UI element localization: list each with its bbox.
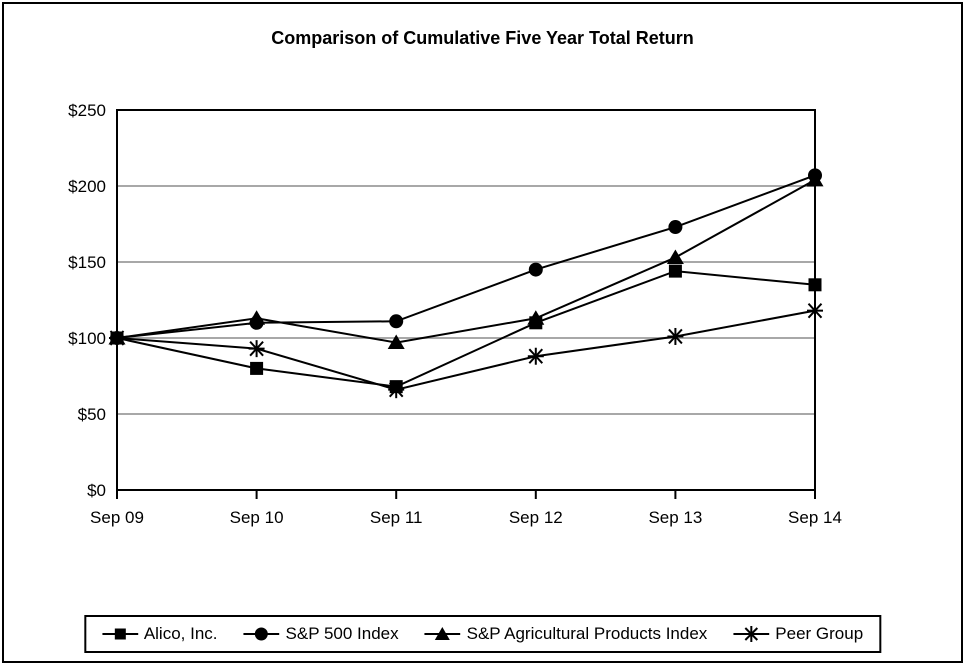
triangle-marker-shape — [248, 310, 266, 325]
y-axis-label: $100 — [68, 329, 106, 348]
x-axis-label: Sep 10 — [230, 508, 284, 527]
square-marker-alico-inc — [668, 264, 682, 278]
y-axis-label: $200 — [68, 177, 106, 196]
legend-label: S&P 500 Index — [285, 624, 399, 643]
circle-marker-s-p-500-index — [528, 262, 543, 277]
legend-item-alico: Alico, Inc. — [101, 624, 218, 644]
square-marker-shape — [529, 316, 543, 330]
star-marker-icon — [733, 626, 770, 642]
gridlines — [117, 185, 815, 415]
triangle-marker-s-p-agricultural-products-index — [248, 310, 266, 325]
circle-marker-shape — [668, 220, 683, 235]
square-marker-shape — [250, 361, 264, 375]
legend-label: Alico, Inc. — [143, 624, 218, 643]
x-axis-label: Sep 14 — [788, 508, 842, 527]
square-marker-alico-inc — [808, 278, 822, 292]
triangle-marker-s-p-agricultural-products-index — [666, 249, 684, 264]
triangle-marker-s-p-agricultural-products-index — [387, 334, 405, 350]
star-marker-peer-group — [248, 340, 265, 358]
series-line-s-p-500-index — [116, 174, 816, 339]
circle-marker-icon — [243, 627, 280, 641]
square-marker-shape — [668, 264, 682, 278]
x-axis-label: Sep 09 — [90, 508, 144, 527]
triangle-marker-icon — [424, 627, 461, 640]
legend-item-sp-agricultural: S&P Agricultural Products Index — [424, 624, 708, 644]
y-axis-label: $50 — [78, 405, 106, 424]
x-axis-labels: Sep 09 Sep 10 Sep 11 Sep 12 Sep 13 Sep 1… — [90, 508, 842, 527]
chart-title: Comparison of Cumulative Five Year Total… — [271, 28, 694, 48]
x-axis-label: Sep 11 — [370, 508, 423, 527]
triangle-marker-s-p-agricultural-products-index — [806, 171, 824, 187]
series-line-s-p-agricultural-products-index — [116, 179, 816, 344]
circle-marker-s-p-500-index — [668, 220, 683, 235]
star-marker-peer-group — [667, 327, 684, 345]
star-marker-peer-group — [807, 302, 823, 320]
circle-marker-s-p-500-index — [389, 314, 404, 329]
y-axis-label: $250 — [68, 101, 106, 120]
square-marker-shape — [389, 380, 403, 394]
circle-marker-shape — [389, 314, 404, 329]
legend-item-peer-group: Peer Group — [733, 624, 863, 644]
legend-label: S&P Agricultural Products Index — [466, 624, 708, 643]
square-marker-shape — [808, 278, 822, 292]
square-marker-shape — [110, 331, 124, 345]
y-axis-label: $150 — [68, 253, 106, 272]
plot-area-frame — [116, 109, 816, 491]
x-axis-label: Sep 13 — [648, 508, 702, 527]
legend-label: Peer Group — [775, 624, 864, 643]
x-axis-label: Sep 12 — [509, 508, 563, 527]
series-line-alico-inc — [116, 270, 816, 388]
square-marker-alico-inc — [250, 361, 264, 375]
square-marker-alico-inc — [389, 380, 403, 394]
triangle-marker-shape — [387, 334, 405, 350]
square-marker-alico-inc — [110, 331, 124, 345]
legend-item-sp500: S&P 500 Index — [243, 624, 399, 644]
triangle-marker-shape — [806, 171, 824, 187]
series-line-peer-group — [116, 309, 816, 391]
star-marker-peer-group — [527, 347, 544, 365]
y-axis-label: $0 — [87, 481, 106, 500]
y-axis-labels: $0 $50 $100 $150 $200 $250 — [68, 101, 106, 500]
x-axis-ticks — [116, 491, 816, 499]
square-marker-alico-inc — [529, 316, 543, 330]
series-layer — [108, 168, 824, 399]
chart-legend: Alico, Inc. S&P 500 Index S&P Agricultur… — [83, 615, 882, 653]
circle-marker-shape — [528, 262, 543, 277]
square-marker-icon — [101, 628, 138, 640]
triangle-marker-shape — [666, 249, 684, 264]
